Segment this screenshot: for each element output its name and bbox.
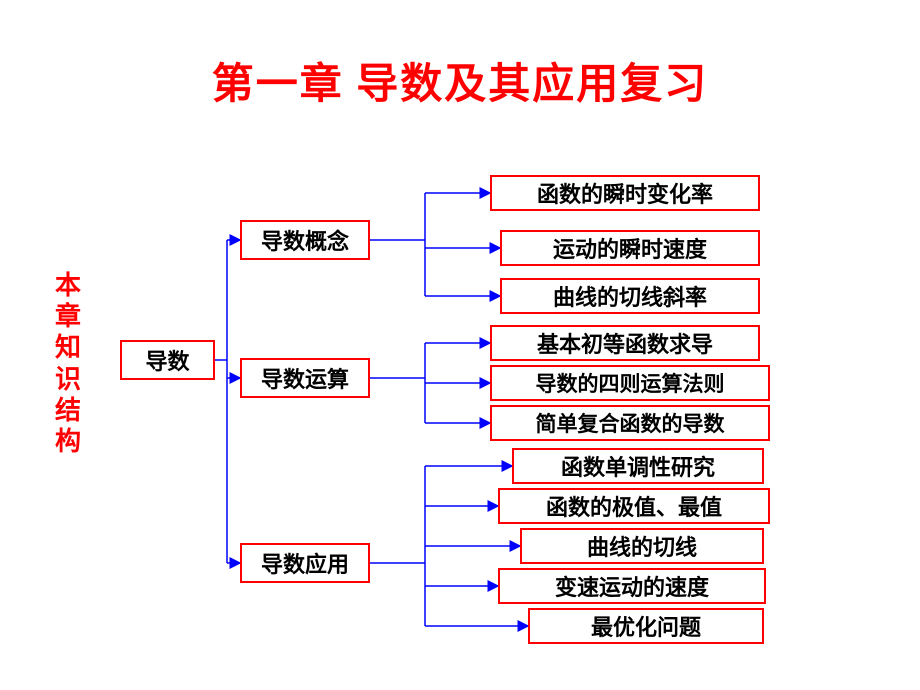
- leaf-box-3: 基本初等函数求导: [490, 325, 760, 361]
- leaf-box-4: 导数的四则运算法则: [490, 365, 770, 401]
- leaf-box-10: 最优化问题: [528, 608, 764, 644]
- side-label: 本章知识结构: [55, 270, 85, 457]
- level2-box-0: 导数概念: [240, 220, 370, 260]
- leaf-box-5: 简单复合函数的导数: [490, 405, 770, 441]
- page-title: 第一章 导数及其应用复习: [0, 50, 920, 111]
- root-box: 导数: [120, 340, 215, 380]
- leaf-box-7: 函数的极值、最值: [498, 488, 770, 524]
- leaf-box-9: 变速运动的速度: [498, 568, 766, 604]
- leaf-box-2: 曲线的切线斜率: [500, 278, 760, 314]
- level2-box-1: 导数运算: [240, 358, 370, 398]
- leaf-box-6: 函数单调性研究: [512, 448, 764, 484]
- leaf-box-8: 曲线的切线: [520, 528, 764, 564]
- leaf-box-1: 运动的瞬时速度: [500, 230, 760, 266]
- leaf-box-0: 函数的瞬时变化率: [490, 175, 760, 211]
- level2-box-2: 导数应用: [240, 543, 370, 583]
